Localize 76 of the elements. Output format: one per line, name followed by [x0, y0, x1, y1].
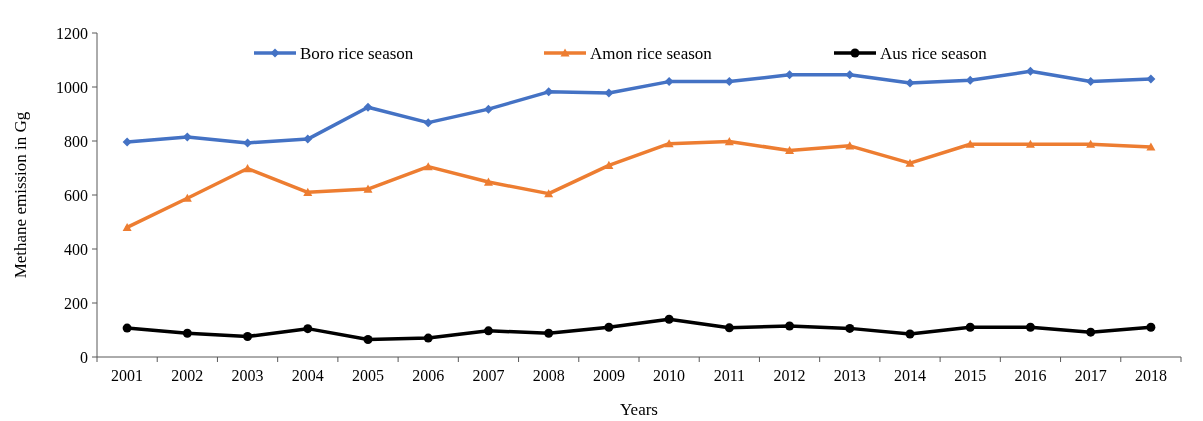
point: [122, 137, 132, 147]
point: [544, 189, 554, 198]
x-tick-label: 2010: [653, 367, 686, 384]
point: [664, 139, 674, 148]
point: [483, 326, 493, 336]
point: [604, 160, 614, 169]
point: [122, 323, 132, 333]
point: [363, 102, 373, 112]
point: [1086, 139, 1096, 148]
x-tick-label: 2012: [773, 367, 806, 384]
point: [845, 70, 855, 80]
point: [785, 321, 795, 331]
point: [604, 322, 614, 332]
point: [303, 187, 313, 196]
y-tick-label: 600: [64, 186, 88, 204]
y-tick-label: 400: [64, 240, 88, 258]
point: [724, 137, 734, 146]
y-tick-label: 200: [64, 294, 88, 312]
y-tick-label: 800: [64, 132, 88, 150]
point: [363, 334, 373, 344]
x-tick-label: 2007: [472, 367, 505, 384]
y-tick-label: 1000: [56, 78, 88, 96]
point: [544, 328, 554, 338]
point: [363, 184, 373, 193]
point: [483, 177, 493, 186]
point: [905, 329, 915, 339]
point: [122, 222, 132, 231]
point: [423, 118, 433, 128]
x-tick-label: 2003: [231, 367, 264, 384]
x-tick-label: 2009: [592, 367, 625, 384]
x-tick-label: 2015: [954, 367, 987, 384]
point: [303, 134, 313, 144]
point: [965, 139, 975, 148]
x-tick-label: 2014: [894, 367, 926, 384]
x-tick-label: 2018: [1134, 367, 1167, 384]
x-tick-label: 2013: [833, 367, 866, 384]
point: [1146, 322, 1156, 332]
point: [905, 158, 915, 167]
point: [182, 193, 192, 202]
point: [423, 333, 433, 343]
point: [1086, 327, 1096, 337]
point: [303, 324, 313, 334]
y-tick-label: 0: [80, 348, 88, 366]
y-axis-title: Methane emission in Gg: [11, 111, 30, 279]
point: [243, 164, 253, 173]
point: [423, 162, 433, 171]
point: [1025, 322, 1035, 332]
point: [604, 88, 614, 98]
point: [1025, 66, 1035, 76]
point: [483, 104, 493, 114]
x-tick-label: 2016: [1014, 367, 1047, 384]
point: [1146, 142, 1156, 151]
x-tick-label: 2017: [1074, 367, 1107, 384]
point: [1146, 74, 1156, 84]
point: [905, 78, 915, 88]
x-axis-title: Years: [620, 400, 658, 419]
point: [1025, 139, 1035, 148]
legend-label: Aus rice season: [880, 43, 988, 63]
x-tick-label: 2006: [412, 367, 445, 384]
point: [182, 328, 192, 338]
x-tick-label: 2011: [713, 367, 746, 384]
point: [965, 322, 975, 332]
point: [845, 141, 855, 150]
x-tick-label: 2002: [171, 367, 204, 384]
point: [243, 331, 253, 341]
x-tick-label: 2005: [352, 367, 384, 384]
y-tick-label: 1200: [56, 24, 88, 42]
point: [845, 323, 855, 333]
legend-label: Boro rice season: [300, 43, 414, 63]
x-tick-label: 2004: [291, 367, 324, 384]
legend-label: Amon rice season: [590, 43, 713, 63]
point: [664, 314, 674, 324]
point: [724, 323, 734, 333]
point: [785, 145, 795, 155]
x-tick-label: 2001: [111, 367, 144, 384]
x-tick-label: 2008: [532, 367, 565, 384]
